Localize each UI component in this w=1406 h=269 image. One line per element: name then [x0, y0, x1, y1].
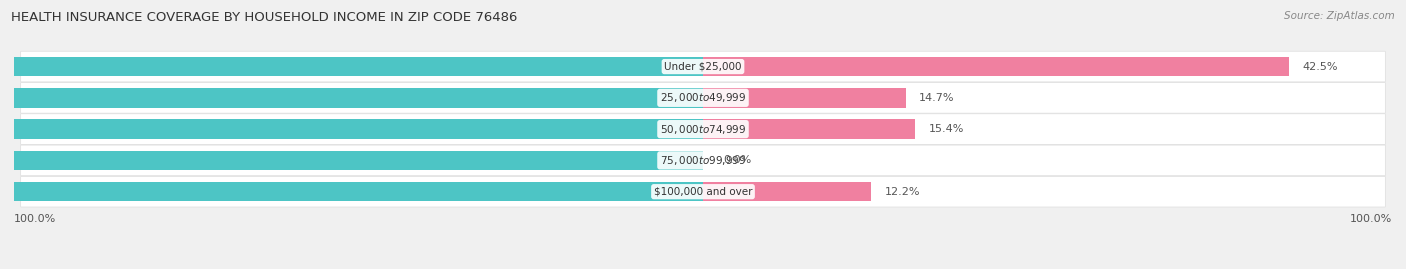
- Text: HEALTH INSURANCE COVERAGE BY HOUSEHOLD INCOME IN ZIP CODE 76486: HEALTH INSURANCE COVERAGE BY HOUSEHOLD I…: [11, 11, 517, 24]
- Bar: [703, 88, 905, 108]
- Text: $50,000 to $74,999: $50,000 to $74,999: [659, 123, 747, 136]
- Text: 42.5%: 42.5%: [1302, 62, 1339, 72]
- Bar: [703, 57, 1289, 76]
- Text: 100.0%: 100.0%: [14, 214, 56, 224]
- FancyBboxPatch shape: [21, 176, 1385, 207]
- Bar: [0, 182, 703, 201]
- Text: 15.4%: 15.4%: [929, 124, 965, 134]
- Text: 100.0%: 100.0%: [1350, 214, 1392, 224]
- Text: Source: ZipAtlas.com: Source: ZipAtlas.com: [1284, 11, 1395, 21]
- Bar: [0, 151, 703, 170]
- Bar: [0, 88, 703, 108]
- Text: $100,000 and over: $100,000 and over: [654, 187, 752, 197]
- Bar: [0, 57, 703, 76]
- Text: $75,000 to $99,999: $75,000 to $99,999: [659, 154, 747, 167]
- Text: 14.7%: 14.7%: [920, 93, 955, 103]
- Text: Under $25,000: Under $25,000: [664, 62, 742, 72]
- Bar: [0, 119, 703, 139]
- Bar: [703, 119, 915, 139]
- FancyBboxPatch shape: [21, 114, 1385, 144]
- Text: 12.2%: 12.2%: [884, 187, 921, 197]
- Legend: With Coverage, Without Coverage: With Coverage, Without Coverage: [574, 266, 832, 269]
- Text: 0.0%: 0.0%: [724, 155, 752, 165]
- Bar: [703, 182, 872, 201]
- Text: $25,000 to $49,999: $25,000 to $49,999: [659, 91, 747, 104]
- FancyBboxPatch shape: [21, 83, 1385, 113]
- FancyBboxPatch shape: [21, 145, 1385, 176]
- FancyBboxPatch shape: [21, 51, 1385, 82]
